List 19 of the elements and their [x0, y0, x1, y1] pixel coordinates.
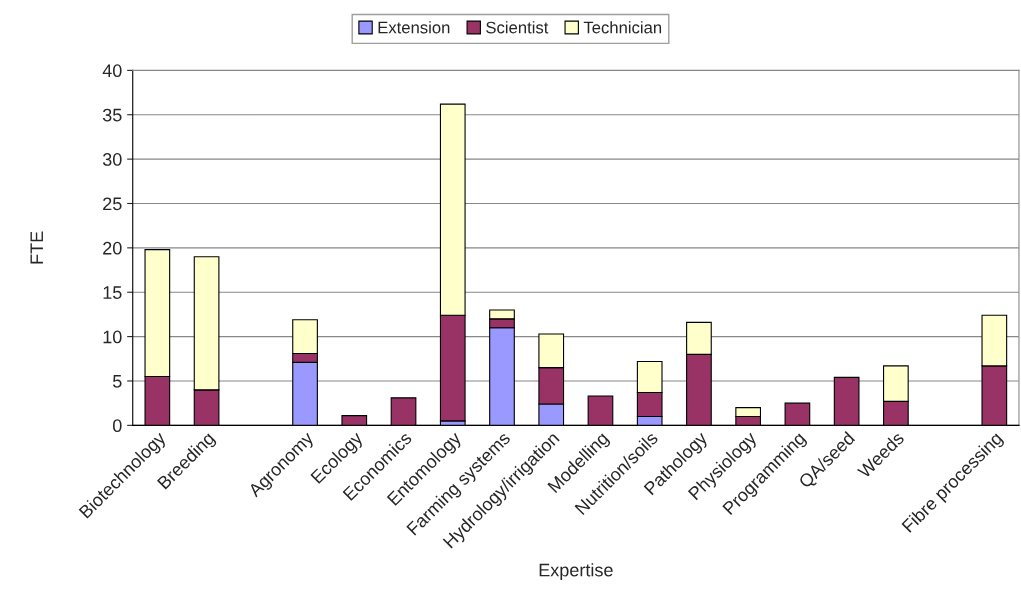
- y-tick-label: 40: [102, 64, 122, 78]
- y-tick-label: 25: [103, 197, 122, 211]
- x-axis-title: Expertise: [539, 563, 613, 581]
- y-tick-label: 10: [103, 330, 122, 344]
- legend-label: Extension: [378, 21, 450, 34]
- y-tick-label: 0: [112, 419, 122, 433]
- y-tick-label: 35: [102, 108, 122, 122]
- y-tick-label: 30: [102, 153, 122, 166]
- y-tick-label: 20: [103, 241, 122, 255]
- bar: [390, 397, 417, 426]
- bar: [587, 395, 614, 426]
- bar: [784, 402, 811, 426]
- y-tick-label: 5: [112, 375, 122, 388]
- y-tick-label: 15: [103, 286, 122, 299]
- bar: [341, 415, 368, 426]
- legend-label: Scientist: [486, 21, 549, 34]
- y-axis-title: FTE: [30, 231, 43, 264]
- bar: [833, 376, 860, 426]
- legend-label: Technician: [583, 21, 662, 34]
